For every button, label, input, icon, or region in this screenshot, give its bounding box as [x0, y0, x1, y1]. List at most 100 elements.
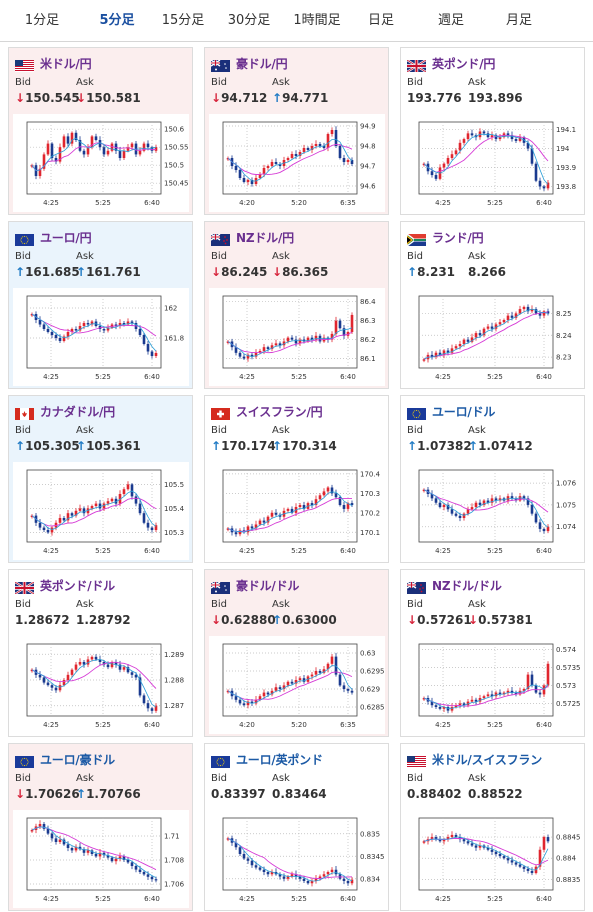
- currency-pair-name[interactable]: NZドル/円: [236, 230, 294, 245]
- currency-pair-name[interactable]: スイスフラン/円: [236, 404, 323, 419]
- moving-average-fast: [31, 826, 157, 879]
- currency-pair-name[interactable]: ユーロ/豪ドル: [40, 752, 115, 767]
- rate-card[interactable]: 米ドル/スイスフラン Bid Ask 0.88402 0.88522 0.8845 0.88…: [400, 743, 585, 911]
- tab-4[interactable]: 30分足: [227, 13, 271, 28]
- rate-card[interactable]: ユーロ/英ポンド Bid Ask 0.83397 0.83464 0.835 0.8345 0…: [204, 743, 389, 911]
- price-chart: 1.71 1.708 1.706 4:25 5:25 6:40: [26, 817, 185, 903]
- rate-card[interactable]: 豪ドル/ドル Bid Ask ↓0.62880 ↑0.63000 0.63 0.6295 0.…: [204, 569, 389, 737]
- candle-body: [242, 703, 246, 706]
- tab-2[interactable]: 5分足: [99, 13, 135, 28]
- candle-body: [74, 664, 78, 670]
- candle-body: [546, 526, 550, 532]
- currency-pair-name[interactable]: 米ドル/円: [40, 56, 92, 71]
- bid-value: 0.62880: [221, 613, 276, 627]
- y-tick-label: 94.9: [360, 123, 376, 131]
- moving-average-slow: [423, 134, 549, 173]
- card-header: 英ポンド/円: [406, 54, 496, 73]
- ask-price: 1.28792: [76, 613, 131, 627]
- candle-body: [94, 854, 98, 857]
- rate-card[interactable]: NZドル/ドル Bid Ask ↓0.57261 ↓0.57381 0.574 0.5735…: [400, 569, 585, 737]
- chart-panel[interactable]: 0.574 0.5735 0.573 0.5725 4:25 5:25 6:40: [405, 636, 581, 734]
- currency-pair-name[interactable]: 米ドル/スイスフラン: [432, 752, 543, 767]
- currency-pair-name[interactable]: ユーロ/ドル: [432, 404, 496, 419]
- currency-pair-name[interactable]: 英ポンド/円: [432, 56, 496, 71]
- rate-card[interactable]: ユーロ/豪ドル Bid Ask ↓1.70626 ↑1.70766 1.71 1.708 1.…: [8, 743, 193, 911]
- bid-value: 1.07382: [417, 439, 472, 453]
- rate-card[interactable]: 米ドル/円 Bid Ask ↓150.545 ↓150.581 150.6 150.55 15…: [8, 47, 193, 215]
- currency-pair-name[interactable]: 豪ドル/ドル: [236, 578, 300, 593]
- candle-body: [38, 168, 42, 176]
- x-tick-label: 5:25: [291, 373, 307, 381]
- candle-body: [514, 862, 518, 865]
- bid-value: 150.545: [25, 91, 80, 105]
- candle-body: [70, 329, 74, 332]
- candle-body: [46, 143, 50, 155]
- rate-card[interactable]: ユーロ/円 Bid Ask ↑161.685 ↑161.761 162 161.8 4:25 5…: [8, 221, 193, 389]
- candle-body: [290, 154, 294, 158]
- chart-panel[interactable]: 105.5 105.4 105.3 4:25 5:25 6:40: [13, 462, 189, 560]
- rate-card[interactable]: NZドル/円 Bid Ask ↓86.245 ↓86.365 86.4 86.3 86.2 86…: [204, 221, 389, 389]
- currency-pair-name[interactable]: ランド/円: [432, 230, 484, 245]
- chart-panel[interactable]: 1.289 1.288 1.287 4:25 5:25 6:40: [13, 636, 189, 734]
- candle-body: [138, 677, 142, 696]
- candle-body: [294, 154, 298, 156]
- chart-panel[interactable]: 94.9 94.8 94.7 94.6 4:20 5:20 6:35: [209, 114, 385, 212]
- ask-label: Ask: [76, 251, 94, 262]
- card-header: 豪ドル/円: [210, 54, 288, 72]
- chart-panel[interactable]: 1.71 1.708 1.706 4:25 5:25 6:40: [13, 810, 189, 908]
- chart-panel[interactable]: 0.8845 0.884 0.8835 4:25 5:25 6:40: [405, 810, 581, 908]
- currency-pair-name[interactable]: 豪ドル/円: [236, 56, 288, 71]
- rate-card[interactable]: カナダドル/円 Bid Ask ↑105.305 ↑105.361 105.5 105.4 1…: [8, 395, 193, 563]
- candle-body: [530, 148, 534, 164]
- candle-body: [482, 131, 486, 134]
- currency-pair-name[interactable]: ユーロ/円: [40, 230, 92, 245]
- candle-body: [62, 839, 66, 845]
- currency-pair-name[interactable]: NZドル/ドル: [432, 578, 502, 593]
- au-flag-icon: [210, 579, 230, 594]
- candle-body: [338, 674, 342, 686]
- bid-value: 105.305: [25, 439, 80, 453]
- rate-card[interactable]: 豪ドル/円 Bid Ask ↓94.712 ↑94.771 94.9 94.8 94.7 94.…: [204, 47, 389, 215]
- currency-pair-name[interactable]: 英ポンド/ドル: [40, 578, 115, 593]
- down-arrow-icon: ↓: [211, 265, 222, 279]
- tab-1[interactable]: 1分足: [24, 13, 60, 28]
- currency-pair-name[interactable]: ユーロ/英ポンド: [236, 752, 323, 767]
- tab-8[interactable]: 月足: [505, 13, 532, 28]
- chart-panel[interactable]: 0.63 0.6295 0.629 0.6285 4:20 5:20 6:35: [209, 636, 385, 734]
- rate-card[interactable]: スイスフラン/円 Bid Ask ↑170.174 ↑170.314 170.4 170.3…: [204, 395, 389, 563]
- rate-card[interactable]: ユーロ/ドル Bid Ask ↑1.07382 ↑1.07412 1.076 1.075 1.…: [400, 395, 585, 563]
- tab-3[interactable]: 15分足: [161, 13, 205, 28]
- candle-body: [338, 320, 342, 329]
- y-tick-label: 194.1: [556, 126, 576, 134]
- chart-panel[interactable]: 162 161.8 4:25 5:25 6:40: [13, 288, 189, 386]
- chart-frame: [222, 121, 358, 195]
- tab-6[interactable]: 日足: [367, 13, 394, 28]
- candle-body: [450, 834, 454, 838]
- candle-body: [306, 337, 310, 342]
- x-tick-label: 5:25: [487, 721, 503, 729]
- y-tick-label: 0.8345: [360, 853, 385, 861]
- candle-body: [434, 175, 438, 179]
- candle-body: [82, 150, 86, 155]
- chart-panel[interactable]: 86.4 86.3 86.2 86.1 4:25 5:25 6:40: [209, 288, 385, 386]
- rate-card[interactable]: ランド/円 Bid Ask ↑8.231 8.266 8.25 8.24 8.23 4:25 5:…: [400, 221, 585, 389]
- chart-panel[interactable]: 0.835 0.8345 0.834 4:25 5:25 6:40: [209, 810, 385, 908]
- candle-body: [66, 844, 70, 848]
- candle-body: [442, 350, 446, 355]
- card-header: 豪ドル/ドル: [210, 576, 300, 594]
- chart-panel[interactable]: 194.1 194 193.9 193.8 4:25 5:25 6:40: [405, 114, 581, 212]
- currency-pair-name[interactable]: カナダドル/円: [40, 404, 115, 419]
- chart-panel[interactable]: 8.25 8.24 8.23 4:25 5:25 6:40: [405, 288, 581, 386]
- candle-body: [466, 133, 470, 140]
- rate-card[interactable]: 英ポンド/ドル Bid Ask 1.28672 1.28792 1.289 1.288 1.2…: [8, 569, 193, 737]
- tab-5[interactable]: 1時間足: [293, 13, 341, 28]
- candle-body: [478, 502, 482, 505]
- candle-body: [498, 692, 502, 695]
- chart-panel[interactable]: 1.076 1.075 1.074 4:25 5:25 6:40: [405, 462, 581, 560]
- price-chart: 162 161.8 4:25 5:25 6:40: [26, 295, 184, 381]
- candle-body: [494, 498, 498, 501]
- rate-card[interactable]: 英ポンド/円 Bid Ask 193.776 193.896 194.1 194 193.9 1…: [400, 47, 585, 215]
- tab-7[interactable]: 週足: [437, 13, 464, 28]
- chart-panel[interactable]: 150.6 150.55 150.5 150.45 4:25 5:25 6:40: [13, 114, 189, 212]
- chart-panel[interactable]: 170.4 170.3 170.2 170.1 4:25 5:25 6:40: [209, 462, 385, 560]
